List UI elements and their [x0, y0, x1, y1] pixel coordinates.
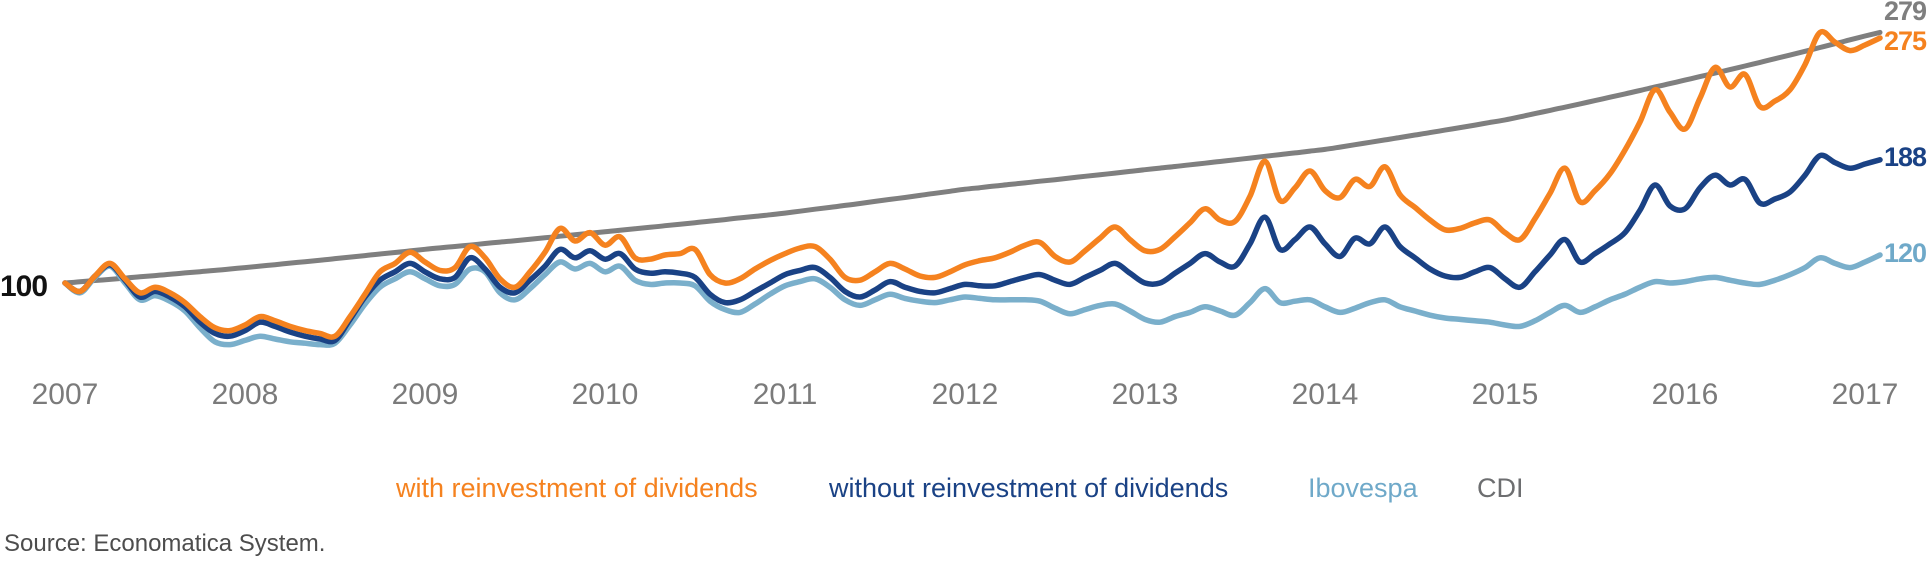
line-cdi [62, 29, 1883, 286]
x-tick-2008: 2008 [211, 378, 279, 411]
x-tick-2012: 2012 [931, 378, 999, 411]
end-value-without-reinvestment: 188 [1884, 142, 1927, 172]
x-tick-2017: 2017 [1831, 378, 1899, 411]
x-tick-2007: 2007 [31, 378, 99, 411]
end-value-with-reinvestment: 275 [1884, 26, 1927, 56]
end-value-cdi: 279 [1884, 0, 1927, 26]
source-note: Source: Economatica System. [4, 530, 326, 557]
x-tick-2016: 2016 [1651, 378, 1719, 411]
x-tick-2013: 2013 [1111, 378, 1179, 411]
baseline-value-label: 100 [0, 270, 48, 303]
line-without-reinvestment [62, 152, 1883, 345]
x-tick-2015: 2015 [1471, 378, 1539, 411]
x-tick-2009: 2009 [391, 378, 459, 411]
x-tick-2010: 2010 [571, 378, 639, 411]
x-tick-2011: 2011 [752, 378, 818, 411]
legend-with-reinvestment: with reinvestment of dividends [396, 473, 758, 503]
legend-without-reinvestment: without reinvestment of dividends [829, 473, 1229, 503]
x-tick-2014: 2014 [1291, 378, 1359, 411]
line-ibovespa [62, 252, 1883, 348]
end-value-ibovespa: 120 [1884, 238, 1927, 268]
legend-cdi: CDI [1477, 473, 1524, 503]
legend-ibovespa: Ibovespa [1308, 473, 1418, 503]
line-with-reinvestment [62, 28, 1883, 340]
